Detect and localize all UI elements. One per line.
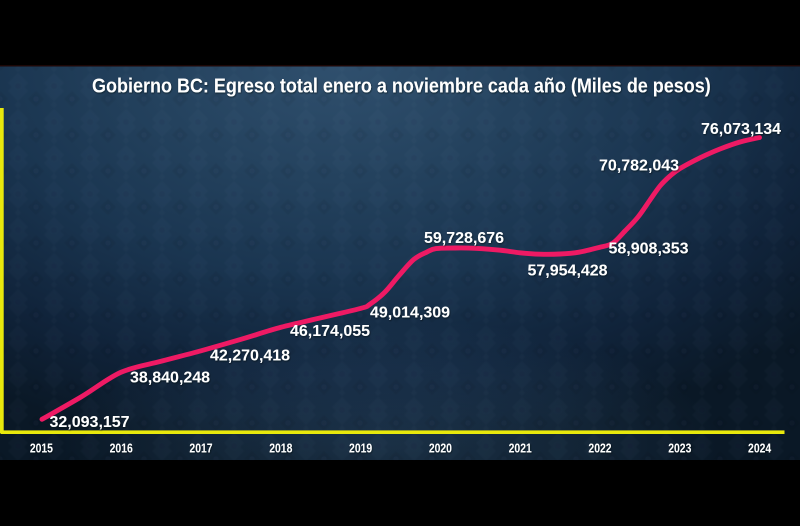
svg-text:49,014,309: 49,014,309 — [370, 305, 450, 322]
svg-text:2020: 2020 — [429, 441, 453, 455]
svg-text:76,073,134: 76,073,134 — [701, 121, 781, 138]
svg-text:57,954,428: 57,954,428 — [528, 263, 608, 280]
svg-text:Gobierno BC: Egreso total ener: Gobierno BC: Egreso total enero a noviem… — [92, 76, 711, 98]
svg-text:46,174,055: 46,174,055 — [290, 323, 370, 340]
svg-text:2017: 2017 — [189, 441, 213, 455]
svg-text:2023: 2023 — [668, 441, 692, 455]
svg-text:2024: 2024 — [748, 441, 772, 455]
svg-text:70,782,043: 70,782,043 — [599, 158, 679, 175]
svg-text:59,728,676: 59,728,676 — [424, 230, 504, 247]
svg-text:2019: 2019 — [349, 441, 373, 455]
svg-text:32,093,157: 32,093,157 — [50, 414, 130, 431]
svg-text:42,270,418: 42,270,418 — [210, 348, 290, 365]
svg-text:58,908,353: 58,908,353 — [609, 241, 689, 258]
svg-text:2015: 2015 — [30, 441, 54, 455]
svg-text:2016: 2016 — [110, 441, 134, 455]
svg-text:2022: 2022 — [588, 441, 612, 455]
svg-text:38,840,248: 38,840,248 — [130, 370, 210, 387]
svg-text:2021: 2021 — [509, 441, 533, 455]
svg-text:2018: 2018 — [269, 441, 293, 455]
